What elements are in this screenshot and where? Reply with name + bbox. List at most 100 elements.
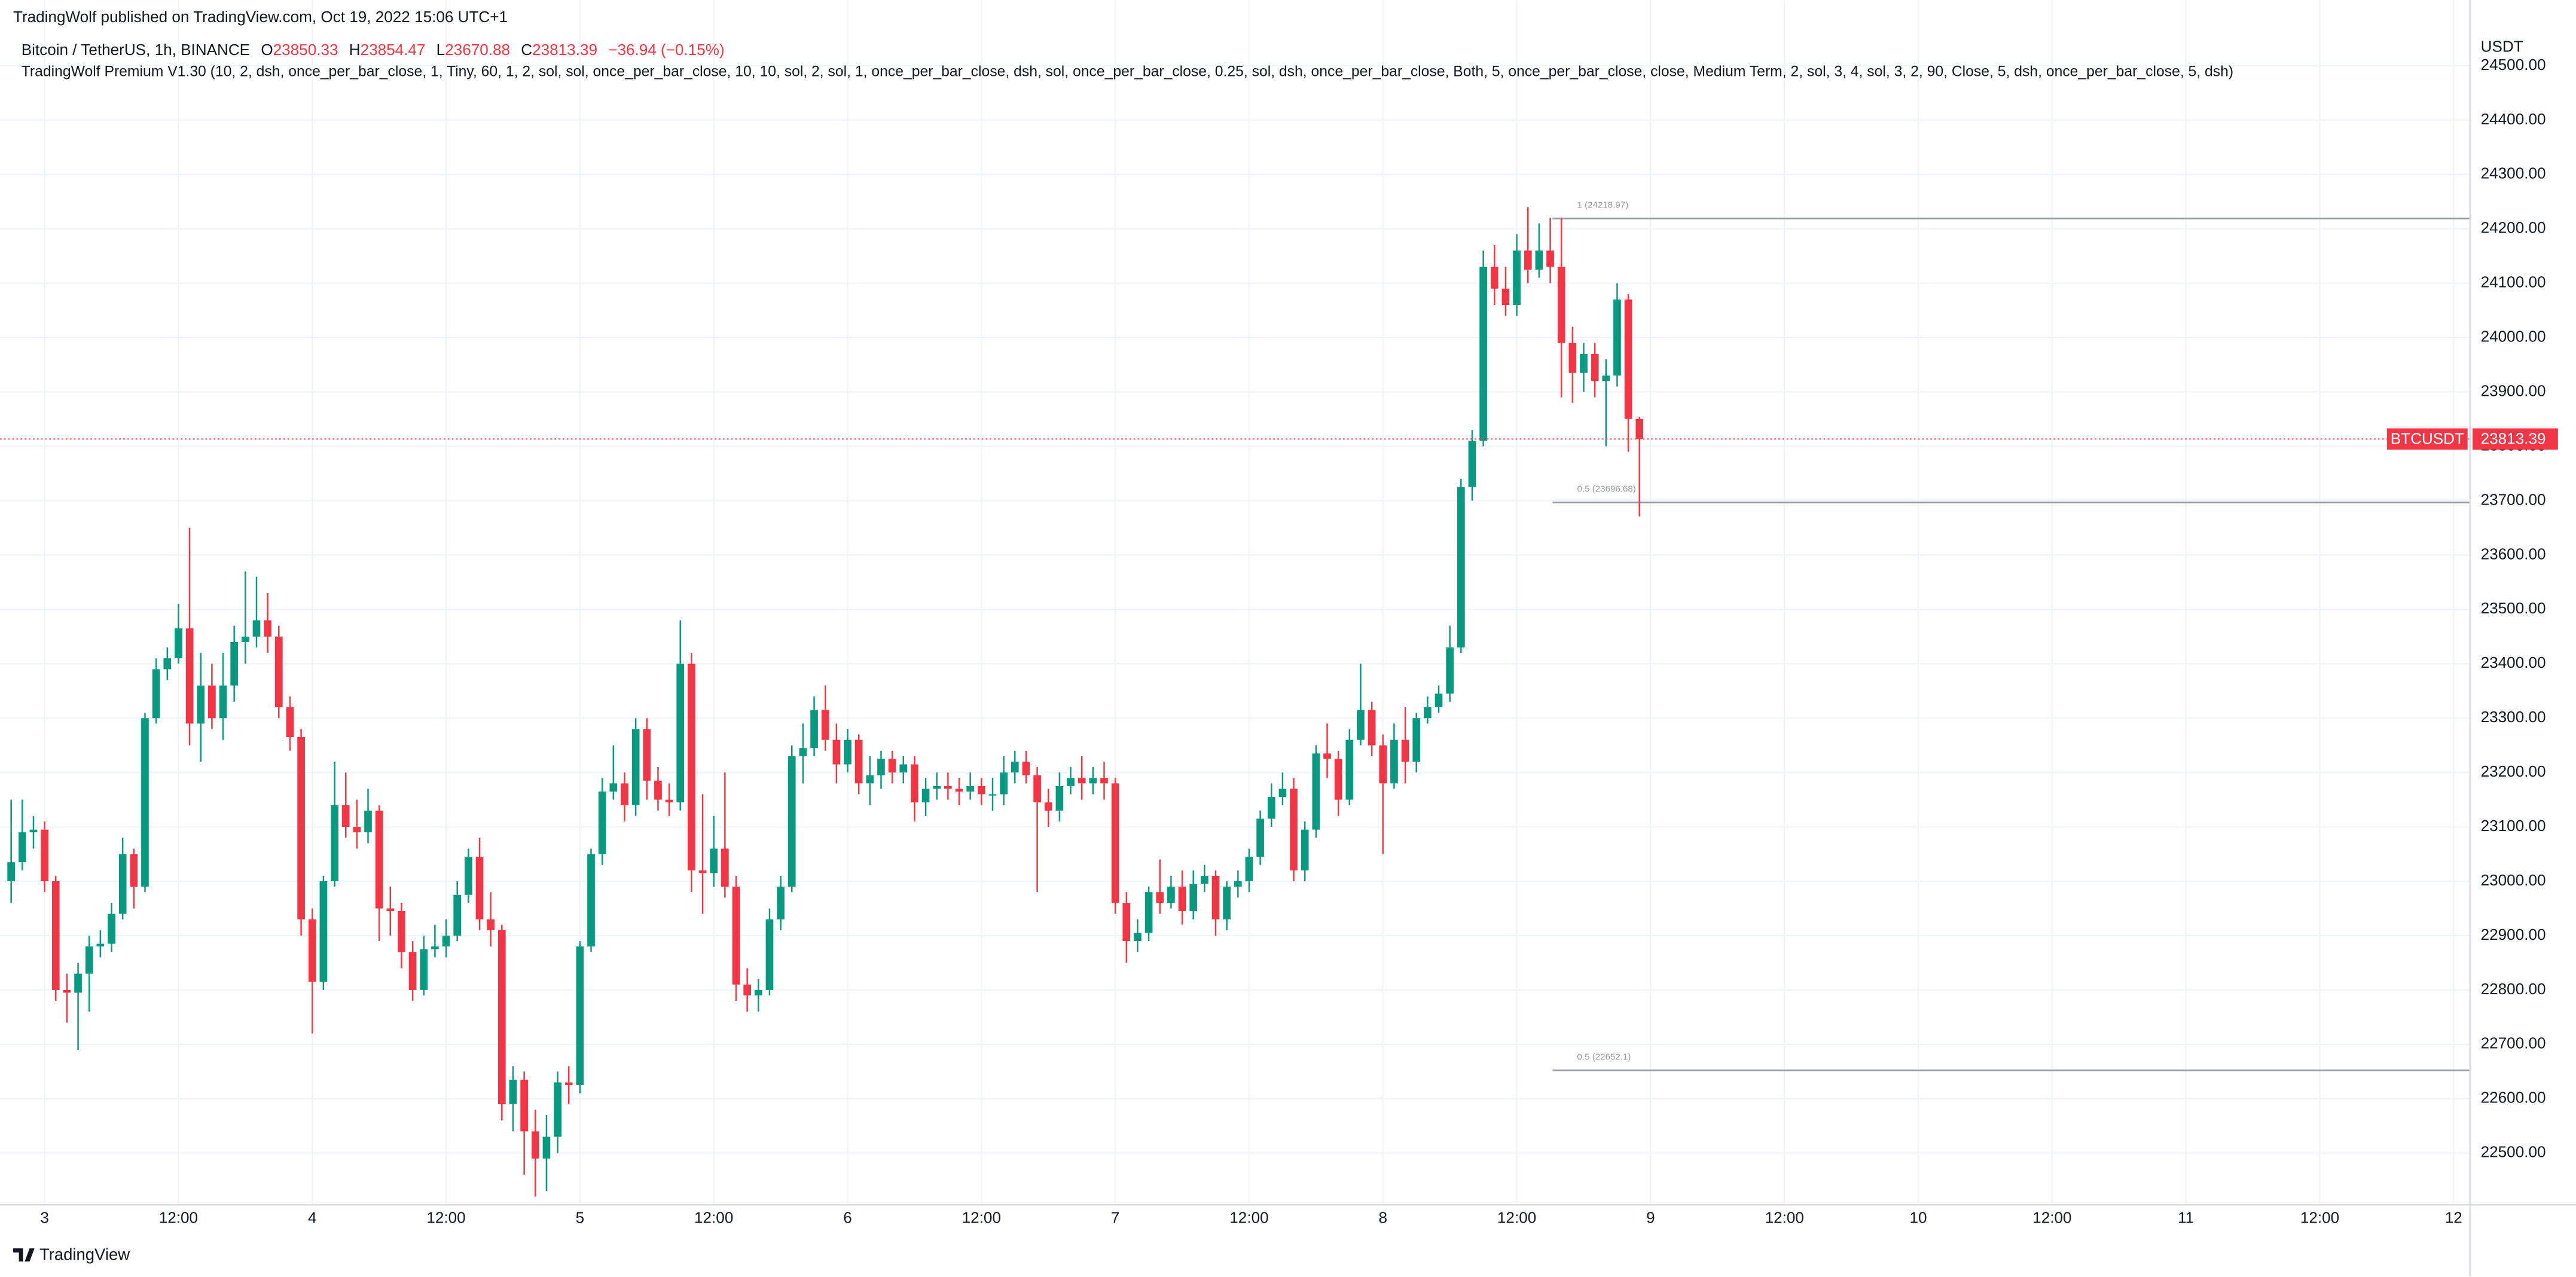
candle-body	[1211, 875, 1220, 919]
candle-body	[1446, 647, 1454, 694]
x-tick-label: 10	[1910, 1209, 1927, 1227]
ohlc-value: 23850.33	[273, 41, 338, 59]
candle-body	[520, 1079, 528, 1132]
ohlc-letter: L	[437, 41, 445, 59]
level-label: 0.5 (22652.1)	[1577, 1052, 1631, 1062]
candle-body	[1033, 775, 1041, 803]
candle-body	[1323, 753, 1331, 759]
candle-body	[1067, 778, 1075, 786]
candle-body	[1390, 740, 1398, 784]
candle-body	[1334, 759, 1342, 800]
candle-body	[698, 870, 707, 873]
candle-body	[933, 786, 941, 789]
candle-body	[1424, 707, 1432, 719]
candle-body	[465, 857, 472, 895]
x-tick-label: 4	[308, 1209, 317, 1227]
candle-body	[1613, 299, 1621, 376]
candle-body	[1167, 887, 1175, 903]
level-label: 1 (24218.97)	[1577, 200, 1629, 210]
candle-body	[587, 854, 595, 947]
candle-body	[274, 636, 283, 708]
ohlc-value: 23813.39	[532, 41, 597, 59]
x-tick-label: 12:00	[2300, 1209, 2339, 1227]
candle-body	[41, 829, 48, 882]
candle-body	[921, 789, 930, 803]
candle-body	[1557, 267, 1565, 343]
candle-body	[241, 636, 249, 642]
candle-body	[1111, 783, 1119, 903]
candle-body	[877, 759, 885, 775]
candle-body	[331, 805, 338, 882]
candle-body	[297, 737, 305, 919]
candle-body	[1345, 740, 1354, 800]
indicator-legend: TradingWolf Premium V1.30 (10, 2, dsh, o…	[22, 63, 2233, 80]
y-tick-label: 24000.00	[2481, 328, 2546, 346]
candle-body	[475, 857, 484, 919]
candle-body	[1312, 753, 1320, 830]
y-tick-label: 23400.00	[2481, 653, 2546, 671]
candle-body	[754, 989, 762, 996]
candle-body	[1624, 299, 1632, 419]
x-tick-label: 12:00	[1497, 1209, 1536, 1227]
candle-body	[252, 620, 261, 637]
x-tick-label: 12:00	[1765, 1209, 1804, 1227]
candle-body	[1379, 745, 1387, 784]
symbol-title: Bitcoin / TetherUS, 1h, BINANCE	[22, 41, 250, 59]
candle-body	[944, 786, 952, 789]
candle-body	[185, 628, 194, 724]
x-tick-label: 12:00	[159, 1209, 198, 1227]
candle-body	[743, 984, 751, 996]
candle-body	[832, 740, 841, 765]
y-tick-label: 24200.00	[2481, 219, 2546, 237]
grid	[0, 0, 2470, 1204]
level-label: 0.5 (23696.68)	[1577, 484, 1636, 494]
candle-body	[1122, 903, 1131, 942]
logo-text: TradingView	[39, 1245, 130, 1264]
y-tick-label: 22600.00	[2481, 1089, 2546, 1107]
candle-body	[531, 1131, 539, 1159]
y-tick-label: 23100.00	[2481, 817, 2546, 835]
x-tick-label: 7	[1111, 1209, 1120, 1227]
y-tick-label: 23900.00	[2481, 381, 2546, 399]
x-tick-label: 12:00	[1229, 1209, 1268, 1227]
x-tick-label: 8	[1379, 1209, 1388, 1227]
candle-body	[85, 946, 93, 974]
candle-body	[118, 854, 127, 914]
candle-body	[1468, 441, 1476, 487]
candle-body	[542, 1137, 551, 1159]
candle-body	[1568, 343, 1577, 373]
published-note: TradingWolf published on TradingView.com…	[13, 8, 508, 26]
candle-body	[844, 740, 851, 765]
candle-body	[1401, 740, 1409, 762]
candle-body	[18, 832, 26, 863]
y-tick-label: 23700.00	[2481, 490, 2546, 508]
candle-body	[408, 952, 417, 990]
candle-body	[130, 854, 138, 887]
x-tick-label: 6	[843, 1209, 852, 1227]
candle-body	[676, 664, 685, 803]
y-tick-label: 22900.00	[2481, 925, 2546, 943]
y-tick-label: 22800.00	[2481, 980, 2546, 998]
y-tick-label: 24300.00	[2481, 164, 2546, 182]
candle-body	[74, 973, 82, 993]
candle-body	[96, 943, 105, 947]
candle-body	[1022, 761, 1030, 775]
candle-body	[1256, 818, 1264, 857]
candles	[7, 207, 1644, 1197]
candle-body	[1479, 267, 1487, 441]
ohlc-value: 23670.88	[445, 41, 510, 59]
price-tag-bg	[2472, 428, 2558, 450]
candle-body	[721, 848, 729, 887]
candle-body	[286, 707, 294, 738]
candle-body	[1278, 789, 1287, 798]
candle-body	[509, 1079, 517, 1104]
candle-body	[1245, 857, 1253, 882]
candle-body	[431, 946, 439, 949]
candle-body	[1011, 761, 1019, 773]
symbol-tag: BTCUSDT	[2391, 430, 2464, 448]
ohlc-letter: C	[521, 41, 532, 59]
candle-body	[319, 881, 328, 982]
candle-body	[1546, 250, 1554, 267]
